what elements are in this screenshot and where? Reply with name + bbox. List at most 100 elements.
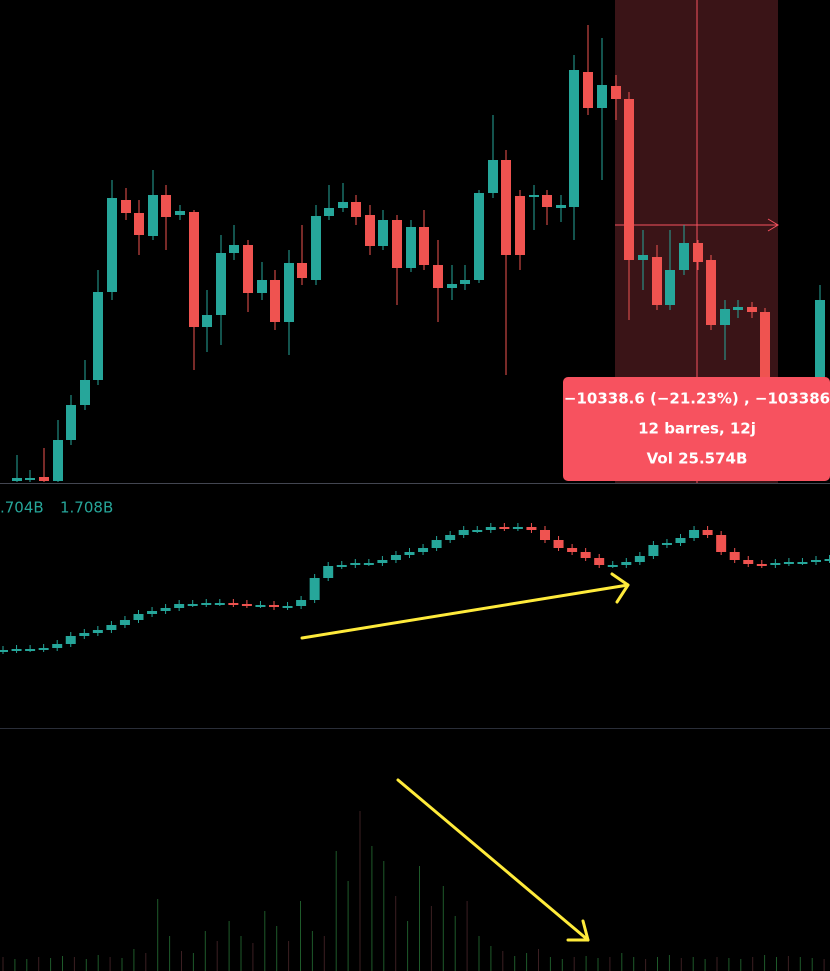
candle-body [282,606,293,608]
candle-body [39,477,49,481]
candle-body [311,216,321,280]
candle-body [580,552,591,558]
candle-body [733,307,743,310]
candle-body [80,380,90,405]
candle-body [79,633,90,636]
candle-body [187,604,198,606]
candle-body [783,562,794,564]
candle-body [556,205,566,208]
candle-body [418,548,429,552]
candle-body [53,440,63,481]
candle-body [824,559,830,561]
candle-body [147,611,158,614]
candle-body [25,478,35,480]
candle-body [702,530,713,535]
candle-body [597,85,607,108]
candle-body [706,260,716,325]
candle-body [107,198,117,292]
candle-body [624,99,634,260]
candle-body [296,600,307,606]
indicator-candles [0,523,830,654]
candle-body [501,160,511,255]
candle-body [269,605,279,607]
candle-body [729,552,740,560]
candle-body [363,563,374,565]
candle-body [255,605,266,607]
candle-body [540,530,550,540]
candle-body [106,625,117,630]
candle-body [815,300,825,380]
candle-body [542,195,552,207]
candle-body [11,649,22,651]
candle-body [134,213,144,235]
candle-body [175,211,185,215]
volume-bars [2,811,825,971]
tooltip-bars: 12 barres, 12j [638,420,756,438]
price-candles [12,25,825,482]
candle-body [716,535,727,552]
candle-body [323,566,334,578]
indicator-value: 1.708B [60,499,113,517]
candle-body [52,644,63,648]
candle-body [526,527,537,530]
candle-body [720,309,730,325]
candle-body [133,614,144,620]
candle-body [693,243,703,262]
candle-body [583,72,593,108]
candle-body [634,556,645,562]
candle-body [607,565,618,567]
candle-body [472,530,483,532]
candle-body [243,245,253,293]
candle-body [652,257,662,305]
candle-body [25,649,36,651]
candle-body [336,565,347,567]
candle-body [661,543,672,545]
indicator-value: .704B [0,499,44,517]
candle-body [474,193,484,280]
candle-body [665,270,675,305]
candle-body [406,227,416,268]
candle-body [65,636,76,644]
candle-body [216,253,226,315]
candle-body [390,555,401,560]
candle-body [485,527,496,530]
candle-body [460,280,470,284]
candle-body [419,227,429,265]
candle-body [365,215,375,246]
candle-body [66,405,76,440]
candle-body [160,608,171,611]
candle-body [743,560,754,564]
candle-body [229,245,239,253]
candle-body [458,530,469,535]
candle-body [377,560,388,563]
candle-body [797,562,808,564]
candle-body [679,243,689,270]
candle-body [241,604,252,606]
candle-body [447,284,457,288]
candle-body [284,263,294,322]
candle-body [512,527,523,529]
candle-body [499,527,510,529]
annotation-arrow [300,572,630,640]
candle-body [770,563,781,565]
candle-body [350,563,361,565]
candle-body [214,603,225,605]
tooltip-volume: Vol 25.574B [647,450,748,468]
candle-body [270,280,280,322]
candle-body [431,540,442,548]
candle-body [148,195,158,236]
candle-body [392,220,402,268]
candle-body [38,648,49,650]
candle-body [201,603,212,605]
candle-body [93,292,103,380]
candle-body [529,195,539,197]
candle-body [553,540,564,548]
tooltip-box [563,377,830,481]
candle-body [119,620,130,625]
annotation-arrow [396,778,590,942]
candle-body [338,202,348,208]
candle-body [0,650,8,652]
candle-body [324,208,334,216]
